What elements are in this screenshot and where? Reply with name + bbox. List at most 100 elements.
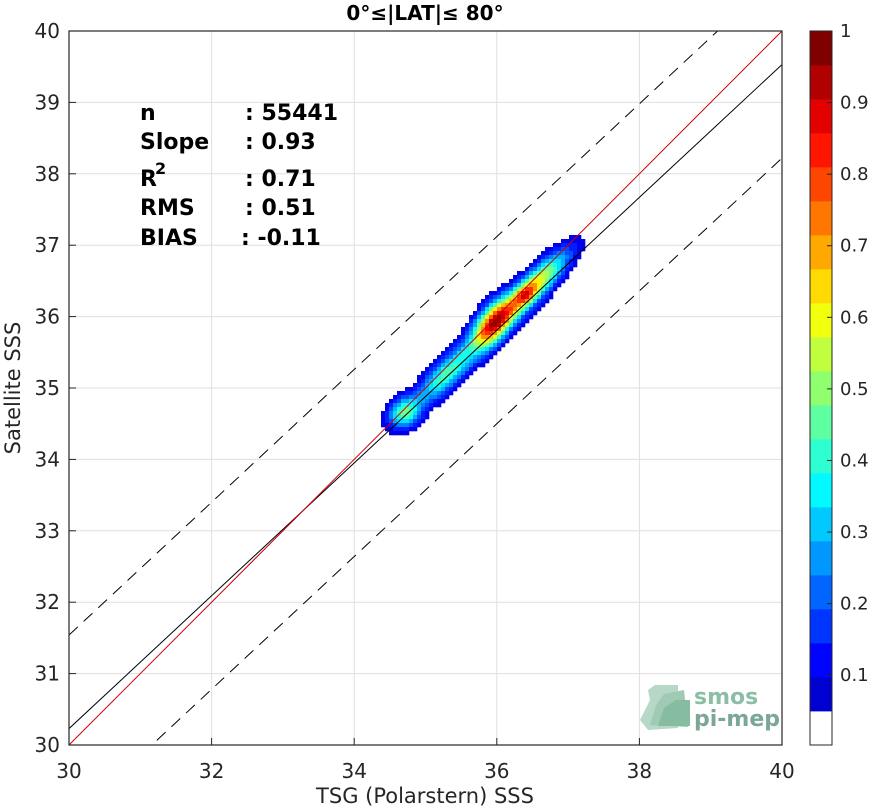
density-cell [513,287,518,292]
density-cell [485,319,490,324]
density-cell [477,339,482,344]
density-cell [493,319,498,324]
colorbar-tick-label: 0.7 [840,236,869,257]
colorbar-frame [809,30,833,746]
density-cell [441,375,446,380]
density-cell [525,315,530,320]
density-cell [401,399,406,404]
density-cell [469,371,474,376]
density-cell [449,367,454,372]
density-cell [389,411,394,416]
density-cell [481,299,486,304]
density-cell [517,287,522,292]
density-cell [561,259,566,264]
density-cell [541,251,546,256]
density-cell [429,403,434,408]
density-cell [481,363,486,368]
density-cell [477,311,482,316]
density-cell [537,299,542,304]
density-cell [573,259,578,264]
density-cell [425,399,430,404]
density-cell [493,299,498,304]
density-cell [397,403,402,408]
density-cell [541,263,546,268]
density-cell [453,343,458,348]
envelope-line [151,157,782,745]
density-cell [493,303,498,308]
density-cell [405,407,410,412]
density-cell [545,267,550,272]
density-cell [505,339,510,344]
density-cell [461,327,466,332]
density-cell [417,407,422,412]
density-cell [429,375,434,380]
density-cell [481,335,486,340]
density-cell [509,279,514,284]
colorbar-segment [810,65,832,100]
density-cell [497,339,502,344]
density-cell [473,363,478,368]
density-cell [413,411,418,416]
density-cell [489,299,494,304]
density-cell [505,287,510,292]
density-cell [553,271,558,276]
density-cell [393,411,398,416]
density-cell [509,291,514,296]
density-cell [497,343,502,348]
density-cell [441,391,446,396]
density-cell [525,311,530,316]
y-tick-label: 36 [35,305,60,329]
density-cell [437,387,442,392]
density-cell [509,311,514,316]
colorbar-segment [810,133,832,168]
density-cell [521,311,526,316]
density-cell [421,399,426,404]
density-cell [557,243,562,248]
density-cell [445,391,450,396]
density-cell [513,315,518,320]
density-cell [497,315,502,320]
density-cell [429,387,434,392]
density-cell [549,267,554,272]
density-cell [477,331,482,336]
density-cell [457,375,462,380]
density-cell [441,379,446,384]
chart-title: 0°≤|LAT|≤ 80° [346,1,503,25]
density-cell [429,399,434,404]
density-cell [413,427,418,432]
density-cell [417,423,422,428]
density-cell [385,415,390,420]
density-cell [537,307,542,312]
density-cell [489,335,494,340]
stat-rms-value: : 0.51 [245,196,316,221]
density-cell [497,295,502,300]
density-cell [457,355,462,360]
density-cell [389,431,394,436]
density-cell [565,259,570,264]
density-cell [513,279,518,284]
density-cell [409,411,414,416]
density-cell [477,355,482,360]
density-cell [461,363,466,368]
density-cell [401,391,406,396]
density-cell [549,255,554,260]
density-cell [489,295,494,300]
density-cell [517,275,522,280]
density-cell [521,291,526,296]
density-cell [545,251,550,256]
density-cell [417,387,422,392]
density-cell [413,407,418,412]
density-cell [413,423,418,428]
y-axis-label: Satellite SSS [1,322,25,455]
density-cell [393,419,398,424]
density-cell [409,391,414,396]
y-tick-label: 32 [35,590,60,614]
density-cell [533,299,538,304]
density-cell [449,355,454,360]
colorbar-segment [810,541,832,576]
density-cell [497,291,502,296]
density-cell [489,351,494,356]
density-cell [461,343,466,348]
density-cell [489,319,494,324]
density-cell [409,427,414,432]
